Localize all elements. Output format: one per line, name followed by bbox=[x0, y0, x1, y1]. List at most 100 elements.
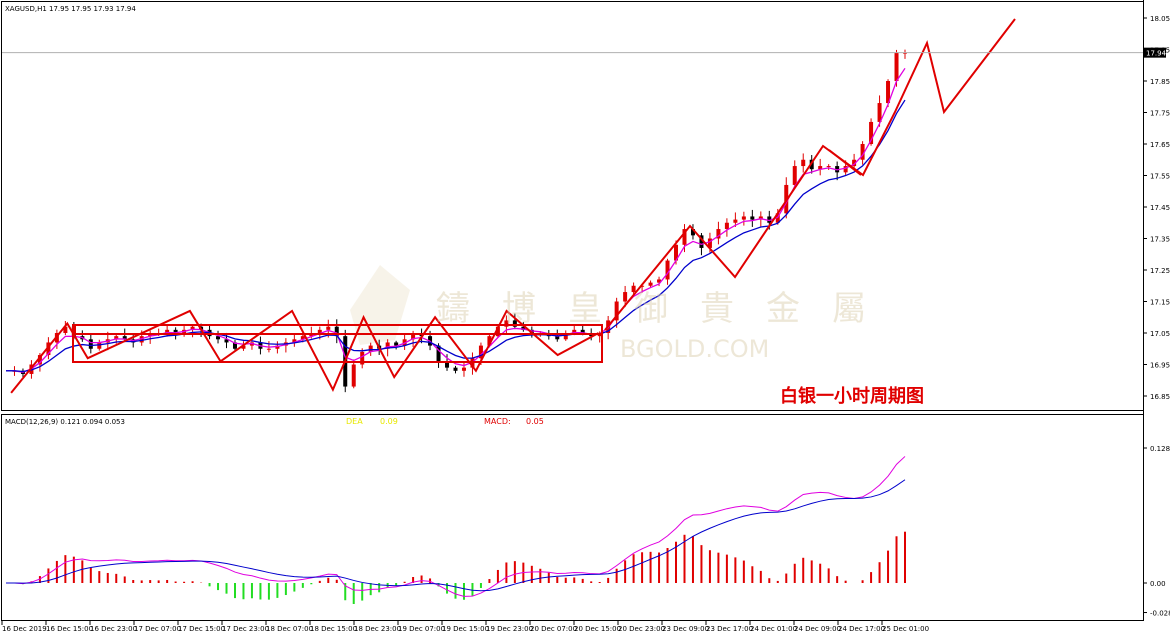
candle-body bbox=[292, 339, 297, 343]
time-tick-label: 17 Dec 15:00 bbox=[178, 625, 225, 633]
time-tick-label: 20 Dec 07:00 bbox=[530, 625, 577, 633]
range-box-outer bbox=[72, 324, 603, 363]
watermark-char: 御 bbox=[634, 289, 668, 329]
zigzag-lines bbox=[10, 18, 1016, 394]
candle-body bbox=[733, 219, 738, 223]
candle-body bbox=[139, 336, 144, 343]
candle-body bbox=[63, 326, 68, 333]
dea-value: 0.09 bbox=[380, 417, 398, 426]
candle-body bbox=[326, 326, 331, 330]
time-tick-label: 18 Dec 23:00 bbox=[354, 625, 401, 633]
watermark-char: 屬 bbox=[832, 289, 866, 329]
time-tick-label: 16 Dec 15:00 bbox=[46, 625, 93, 633]
price-tick-label: 16.95 bbox=[1150, 362, 1170, 370]
candle-body bbox=[580, 329, 585, 333]
macd-tick-label: 0.00 bbox=[1150, 580, 1166, 588]
candle-body bbox=[826, 166, 831, 168]
symbol-header: XAGUSD,H1 17.95 17.95 17.93 17.94 bbox=[5, 5, 136, 13]
candle-body bbox=[521, 326, 526, 330]
candle-body bbox=[453, 367, 458, 371]
candle-body bbox=[775, 213, 780, 223]
candle-body bbox=[232, 342, 237, 349]
candle-body bbox=[801, 159, 806, 167]
macd-tick-label: -0.028 bbox=[1150, 610, 1170, 618]
candle-body bbox=[724, 222, 729, 230]
price-tick-label: 18.05 bbox=[1150, 15, 1170, 23]
price-tick-label: 16.85 bbox=[1150, 393, 1170, 401]
current-price-box bbox=[1144, 47, 1166, 58]
candle-body bbox=[495, 326, 500, 337]
candle-body bbox=[640, 285, 645, 287]
candle-body bbox=[266, 348, 271, 350]
time-tick-label: 18 Dec 07:00 bbox=[266, 625, 313, 633]
candle-body bbox=[572, 329, 577, 333]
candle-body bbox=[741, 216, 746, 220]
candle-body bbox=[631, 285, 636, 293]
candle-body bbox=[699, 235, 704, 248]
candle-body bbox=[368, 345, 373, 352]
candle-body bbox=[241, 345, 246, 349]
current-price-label: 17.94 bbox=[1146, 50, 1167, 58]
candle-body bbox=[216, 336, 221, 340]
watermark-text: 鑄博皇御貴金屬 BGOLD.COM bbox=[436, 289, 866, 363]
candle-body bbox=[767, 216, 772, 223]
candle-body bbox=[445, 361, 450, 368]
candle-body bbox=[758, 216, 763, 220]
candle-body bbox=[665, 260, 670, 280]
candle-body bbox=[317, 329, 322, 333]
watermark-char: 皇 bbox=[568, 289, 602, 329]
candle-body bbox=[835, 166, 840, 173]
candle-body bbox=[623, 292, 628, 302]
zigzag-segment bbox=[828, 149, 862, 176]
candle-body bbox=[690, 229, 695, 236]
macd-lines bbox=[6, 456, 906, 597]
candle-body bbox=[351, 364, 356, 387]
candle-body bbox=[385, 342, 390, 349]
price-tick-label: 17.75 bbox=[1150, 110, 1170, 118]
candle-body bbox=[886, 81, 891, 104]
candle-body bbox=[37, 355, 42, 365]
macd-header: MACD(12,26,9) 0.121 0.094 0.053 bbox=[5, 418, 125, 426]
candle-body bbox=[843, 166, 848, 173]
macd-tick-label: 0.128 bbox=[1150, 445, 1170, 453]
watermark-char: 博 bbox=[502, 289, 536, 329]
candle-body bbox=[682, 229, 687, 245]
candle-body bbox=[818, 166, 823, 170]
watermark-char: 金 bbox=[766, 289, 800, 329]
range-boxes bbox=[72, 324, 603, 363]
price-tick-label: 17.05 bbox=[1150, 330, 1170, 338]
time-tick-label: 23 Dec 09:00 bbox=[662, 625, 709, 633]
ma-slow-line bbox=[6, 99, 906, 373]
price-tick-label: 17.85 bbox=[1150, 78, 1170, 86]
price-tick-label: 17.35 bbox=[1150, 236, 1170, 244]
time-tick-label: 19 Dec 23:00 bbox=[486, 625, 533, 633]
candle-body bbox=[411, 333, 416, 340]
candle-body bbox=[275, 345, 280, 349]
price-tick-label: 17.45 bbox=[1150, 204, 1170, 212]
candle-body bbox=[869, 121, 874, 144]
macd-value: 0.05 bbox=[526, 417, 544, 426]
time-tick-label: 24 Dec 01:00 bbox=[750, 625, 797, 633]
candle-body bbox=[674, 244, 679, 261]
candle-body bbox=[165, 329, 170, 333]
candle-body bbox=[860, 144, 865, 160]
candle-body bbox=[657, 279, 662, 283]
macd-panel-frame bbox=[1, 414, 1144, 621]
moving-averages bbox=[6, 67, 906, 373]
candle-body bbox=[114, 336, 119, 340]
watermark-char: 貴 bbox=[700, 289, 734, 329]
candle-body bbox=[122, 336, 127, 340]
chart-overlay-title: 白银一小时周期图 bbox=[780, 385, 924, 407]
time-tick-label: 24 Dec 09:00 bbox=[794, 625, 841, 633]
zigzag-range bbox=[10, 309, 599, 394]
candle-body bbox=[190, 326, 195, 330]
time-tick-label: 19 Dec 15:00 bbox=[442, 625, 489, 633]
time-tick-label: 23 Dec 17:00 bbox=[706, 625, 753, 633]
time-tick-label: 17 Dec 23:00 bbox=[222, 625, 269, 633]
candle-body bbox=[461, 367, 466, 371]
candle-body bbox=[512, 320, 517, 327]
candle-body bbox=[487, 336, 492, 346]
candle-body bbox=[750, 216, 755, 220]
